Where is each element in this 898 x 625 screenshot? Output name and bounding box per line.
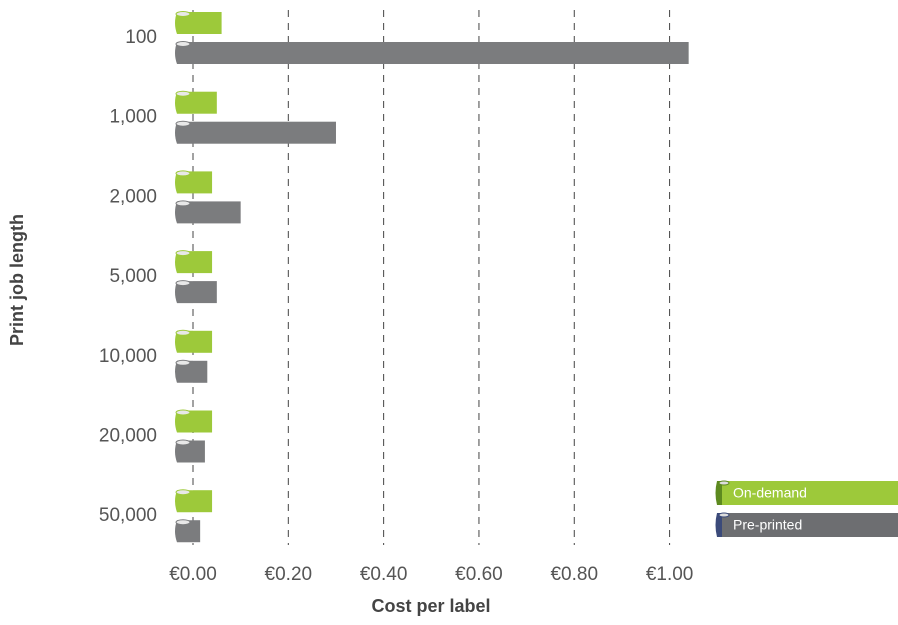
roll-cap — [175, 12, 193, 34]
y-tick-label: 2,000 — [109, 186, 157, 207]
x-tick-label: €0.40 — [360, 564, 408, 585]
bar — [193, 520, 201, 543]
roll-end — [175, 519, 191, 526]
y-tick-label: 1,000 — [109, 107, 157, 128]
bar — [193, 251, 213, 274]
bar — [193, 121, 336, 144]
y-tick-label: 10,000 — [99, 346, 157, 367]
bar — [193, 201, 241, 224]
roll-end — [175, 359, 191, 366]
x-tick-label: €0.60 — [455, 564, 503, 585]
roll-cap — [175, 121, 193, 144]
legend-roll — [715, 481, 722, 505]
y-tick-label: 20,000 — [99, 426, 157, 447]
y-tick-label: 5,000 — [109, 266, 157, 287]
bar — [193, 440, 205, 463]
roll-end — [175, 90, 191, 97]
y-axis-title: Print job length — [7, 214, 27, 346]
x-tick-label: €0.00 — [169, 564, 217, 585]
roll-cap — [175, 520, 193, 543]
roll-cap — [175, 410, 193, 433]
bar — [193, 490, 213, 513]
roll-end — [175, 120, 191, 127]
roll-cap — [175, 251, 193, 274]
bar — [193, 171, 213, 194]
x-tick-label: €1.00 — [646, 564, 694, 585]
roll-end — [175, 489, 191, 496]
x-tick-label: €0.20 — [265, 564, 313, 585]
y-tick-label: 100 — [125, 27, 157, 48]
legend-roll — [715, 513, 722, 537]
roll-cap — [175, 171, 193, 194]
bar — [193, 360, 208, 383]
roll-cap — [175, 42, 193, 64]
roll-end — [175, 329, 191, 336]
roll-end — [175, 200, 191, 207]
legend-roll-end — [718, 480, 730, 486]
x-tick-label: €0.80 — [550, 564, 598, 585]
roll-cap — [175, 201, 193, 224]
roll-cap — [175, 281, 193, 304]
bar — [193, 12, 222, 34]
roll-cap — [175, 91, 193, 114]
roll-end — [175, 41, 191, 47]
roll-cap — [175, 330, 193, 353]
roll-cap — [175, 440, 193, 463]
roll-end — [175, 280, 191, 287]
roll-cap — [175, 490, 193, 513]
roll-end — [175, 250, 191, 257]
bar — [193, 91, 217, 114]
legend-label: On-demand — [733, 485, 807, 501]
roll-end — [175, 439, 191, 446]
legend-label: Pre-printed — [733, 517, 802, 533]
x-axis-title: Cost per label — [371, 596, 490, 616]
bar — [193, 410, 213, 433]
bar — [193, 42, 689, 64]
roll-end — [175, 170, 191, 177]
roll-end — [175, 11, 191, 17]
legend-swatch — [722, 481, 898, 505]
roll-cap — [175, 360, 193, 383]
bar — [193, 281, 217, 304]
y-tick-label: 50,000 — [99, 505, 157, 526]
roll-end — [175, 409, 191, 416]
bar — [193, 330, 213, 353]
legend-swatch — [722, 513, 898, 537]
legend-roll-end — [718, 512, 730, 518]
